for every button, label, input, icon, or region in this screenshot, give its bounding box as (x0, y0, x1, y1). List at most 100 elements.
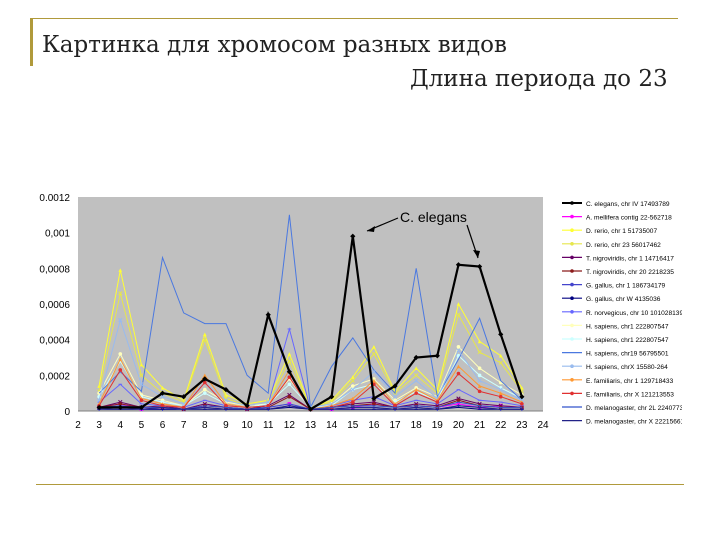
data-point (160, 394, 165, 399)
data-point (350, 233, 356, 239)
data-point (498, 360, 503, 366)
data-point (266, 403, 271, 408)
data-point (181, 405, 186, 410)
data-point (118, 368, 123, 372)
x-tick-label: 20 (453, 420, 465, 431)
legend-entry-label: H. sapiens, chr1 222807547 (586, 323, 669, 330)
legend-marker (570, 214, 574, 219)
data-point (224, 403, 228, 408)
slide-title: Картинка для хромосом разных видов (42, 32, 507, 58)
data-point (455, 262, 462, 268)
data-point (287, 375, 292, 379)
data-point (139, 373, 144, 378)
data-point (202, 337, 207, 342)
annotation-arrowhead-right (473, 250, 480, 258)
legend-entry-label: R. norvegicus, chr 10 101028139 (586, 310, 682, 317)
legend-entry-label: E. familiaris, chr X 121213553 (586, 391, 674, 398)
data-point (329, 394, 335, 400)
x-tick-label: 11 (263, 420, 274, 431)
x-tick-label: 5 (139, 420, 145, 431)
data-point (371, 351, 377, 357)
data-point (393, 403, 397, 408)
legend-marker (570, 242, 574, 246)
data-point (498, 353, 503, 358)
data-point (477, 339, 482, 344)
data-point (456, 302, 461, 306)
data-point (96, 404, 102, 411)
legend-marker (570, 323, 574, 328)
data-point (372, 345, 376, 349)
y-tick-label: 0.0012 (39, 193, 70, 204)
data-point (350, 378, 355, 383)
data-point (414, 378, 419, 383)
data-point (118, 357, 123, 362)
data-point (372, 402, 376, 406)
data-point (307, 406, 314, 412)
data-point (456, 371, 461, 376)
x-tick-label: 10 (242, 420, 254, 431)
x-tick-label: 8 (202, 420, 208, 431)
data-point (392, 394, 398, 399)
x-tick-label: 13 (305, 420, 317, 431)
legend-entry-label: A. mellifera contig 22-562718 (586, 215, 672, 222)
legend-entry-label: D. melanogaster, chr X 22215661 (586, 419, 682, 426)
x-tick-label: 3 (96, 420, 102, 431)
data-point (118, 402, 123, 406)
data-point (477, 349, 482, 355)
legend-entry-label: H. sapiens, chr1 222807547 (586, 337, 669, 344)
data-point (203, 387, 207, 392)
data-point (203, 391, 207, 395)
data-point (118, 291, 123, 296)
data-point (139, 382, 144, 387)
data-point (371, 395, 377, 402)
data-point (286, 369, 292, 375)
legend-marker (570, 201, 574, 205)
x-tick-label: 24 (537, 420, 549, 431)
legend-entry-label: G. gallus, chr 1 186734179 (586, 283, 666, 290)
x-tick-label: 15 (347, 420, 359, 431)
legend-marker (570, 296, 574, 300)
data-point (203, 373, 207, 378)
legend-entry-label: E. familiaris, chr 1 129718433 (586, 378, 674, 385)
legend-marker (570, 310, 574, 314)
data-point (139, 398, 144, 403)
x-tick-label: 21 (474, 420, 486, 431)
legend-entry-label: H. sapiens, chrX 15580-264 (586, 364, 668, 371)
data-point (414, 366, 418, 370)
data-point (498, 387, 503, 392)
data-point (456, 348, 461, 353)
x-tick-label: 6 (160, 420, 166, 431)
x-tick-label: 9 (223, 420, 229, 431)
legend-entry-label: H. sapiens, chr19 56795501 (586, 351, 669, 358)
x-tick-label: 14 (326, 420, 338, 431)
data-point (414, 387, 418, 392)
legend-entry-label: D. rerio, chr 1 51735007 (586, 228, 657, 235)
legend-marker (570, 337, 574, 341)
series-layer (96, 214, 525, 412)
data-point (118, 317, 123, 323)
data-point (203, 380, 207, 385)
slide-frame-bottom (36, 484, 684, 485)
data-point (350, 396, 355, 401)
y-tick-label: 0 (64, 407, 70, 418)
data-point (118, 268, 123, 272)
slide-frame-left (30, 18, 33, 66)
legend: C. elegans, chr IV 17493789 A. mellifera … (553, 193, 687, 443)
annotation-label: C. elegans (400, 209, 467, 225)
data-point (372, 378, 376, 383)
slide-frame-top (30, 18, 678, 19)
data-point (435, 400, 440, 404)
data-point (117, 404, 123, 411)
legend-entry-label: T. nigroviridis, chr 20 2218235 (586, 269, 674, 276)
x-tick-label: 2 (75, 420, 81, 431)
x-tick-label: 4 (117, 420, 123, 431)
data-point (414, 391, 418, 395)
data-point (160, 386, 165, 390)
data-point (287, 382, 292, 387)
data-point (434, 353, 440, 359)
legend-marker (570, 391, 574, 396)
x-axis: 2 3 4 5 6 7 8 9 10 11 12 13 14 15 16 17 18 19 20 21 22 23 24 (75, 410, 549, 431)
y-axis: 0 0,0002 0,0004 0,0006 0,0008 0,001 0.0012 (39, 193, 70, 418)
legend-entry-label: T. nigroviridis, chr 1 14716417 (586, 255, 674, 262)
